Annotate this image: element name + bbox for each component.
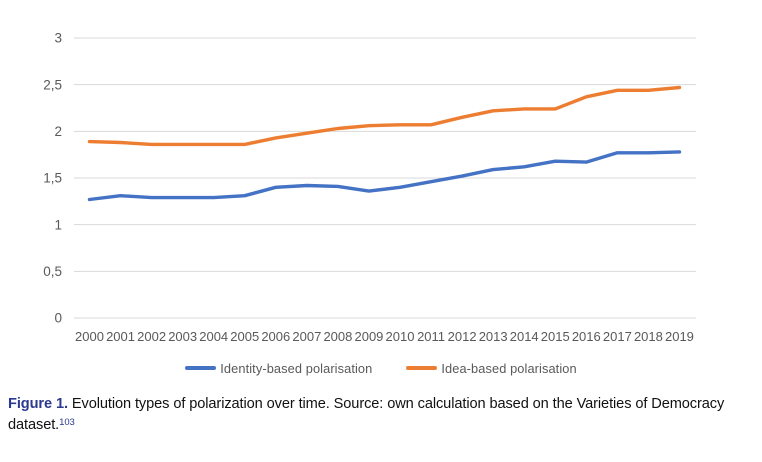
x-axis-tick-label: 2000 [75,329,104,344]
chart-legend: Identity-based polarisation Idea-based p… [0,358,762,378]
idea-line-swatch [406,366,438,370]
x-axis-tick-label: 2011 [417,329,445,344]
y-axis-tick-label: 3 [54,31,62,46]
figure-caption-text-line1: Evolution types of polarization over tim… [71,396,725,412]
legend-label-idea: Idea-based polarisation [441,360,577,376]
legend-label-identity: Identity-based polarisation [220,360,373,376]
x-axis-tick-label: 2003 [168,329,197,344]
legend-item-idea: Idea-based polarisation [406,360,577,376]
x-axis-tick-label: 2018 [634,329,663,344]
y-axis-tick-label: 0 [54,311,62,326]
x-axis-tick-label: 2015 [541,329,570,344]
x-axis-tick-label: 2012 [448,329,477,344]
y-axis-tick-label: 0,5 [43,264,62,279]
x-axis-tick-label: 2006 [261,329,290,344]
figure-caption-label: Figure 1. [8,396,68,412]
x-axis-tick-label: 2005 [230,329,259,344]
y-axis-tick-label: 2 [54,124,62,139]
x-axis-tick-label: 2008 [323,329,352,344]
idea-line-series [87,85,682,147]
x-axis-tick-label: 2017 [603,329,632,344]
x-axis-tick-label: 2019 [665,329,694,344]
identity-line-swatch [185,366,217,370]
x-axis-tick-label: 2013 [479,329,508,344]
x-axis-tick-label: 2014 [510,329,539,344]
figure-caption: Figure 1. Evolution types of polarizatio… [8,396,752,434]
identity-line-series [87,150,682,202]
y-axis-tick-label: 1,5 [43,171,62,186]
y-axis-tick-label: 2,5 [43,77,62,92]
x-axis-tick-label: 2010 [386,329,415,344]
x-axis-tick-label: 2016 [572,329,601,344]
figure-caption-text-line2: dataset. [8,416,60,433]
x-axis-tick-label: 2002 [137,329,166,344]
x-axis-tick-label: 2004 [199,329,228,344]
x-axis-tick-label: 2007 [292,329,321,344]
y-axis-tick-label: 1 [54,217,62,232]
x-axis-tick-label: 2001 [106,329,135,344]
footnote-reference: 103 [59,416,75,428]
x-axis-tick-label: 2009 [354,329,383,344]
legend-item-identity: Identity-based polarisation [185,361,372,376]
